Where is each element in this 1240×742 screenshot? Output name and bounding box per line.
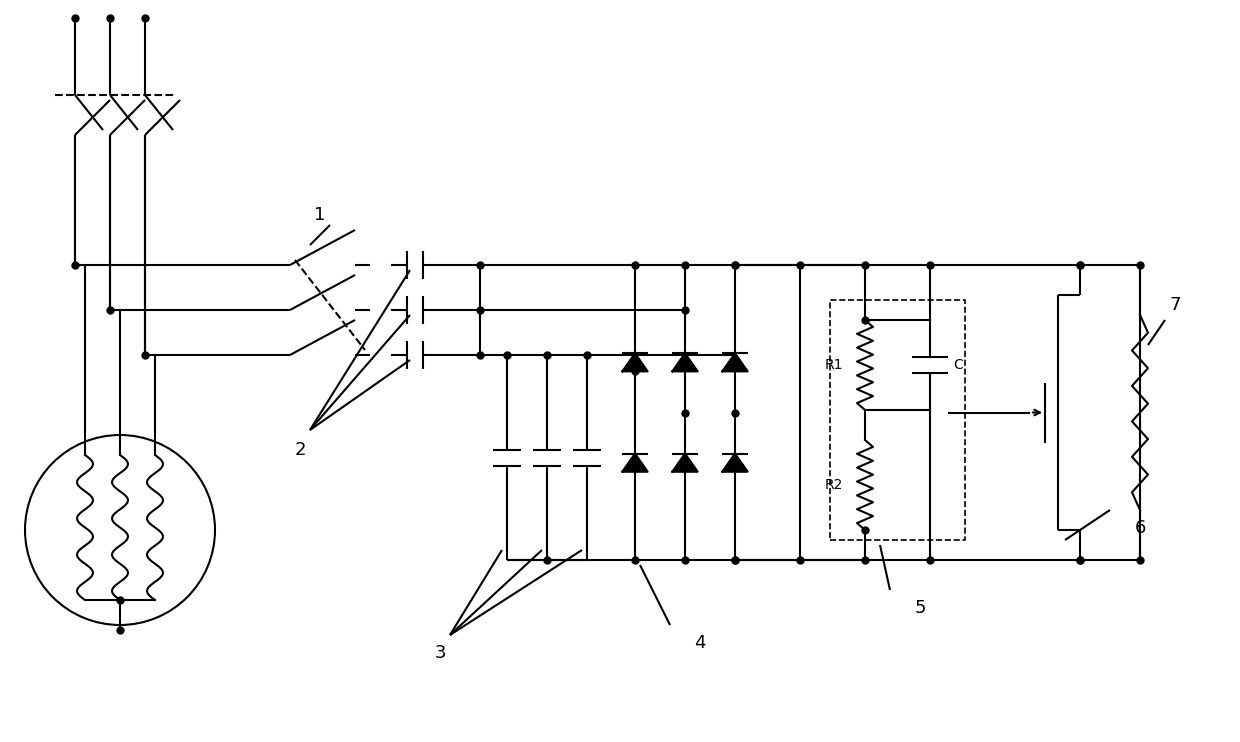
Polygon shape xyxy=(622,453,647,472)
Polygon shape xyxy=(672,353,698,371)
Text: C: C xyxy=(954,358,962,372)
Polygon shape xyxy=(622,353,647,371)
Text: 6: 6 xyxy=(1135,519,1146,537)
Polygon shape xyxy=(672,453,698,472)
Text: 7: 7 xyxy=(1169,296,1180,314)
Text: 5: 5 xyxy=(914,599,926,617)
Text: 1: 1 xyxy=(314,206,326,224)
Text: R2: R2 xyxy=(825,478,843,492)
Polygon shape xyxy=(723,453,748,472)
Text: 4: 4 xyxy=(694,634,706,652)
Text: 3: 3 xyxy=(434,644,445,662)
Bar xyxy=(830,300,965,540)
Text: 2: 2 xyxy=(294,441,306,459)
Text: R1: R1 xyxy=(825,358,843,372)
Polygon shape xyxy=(723,353,748,371)
